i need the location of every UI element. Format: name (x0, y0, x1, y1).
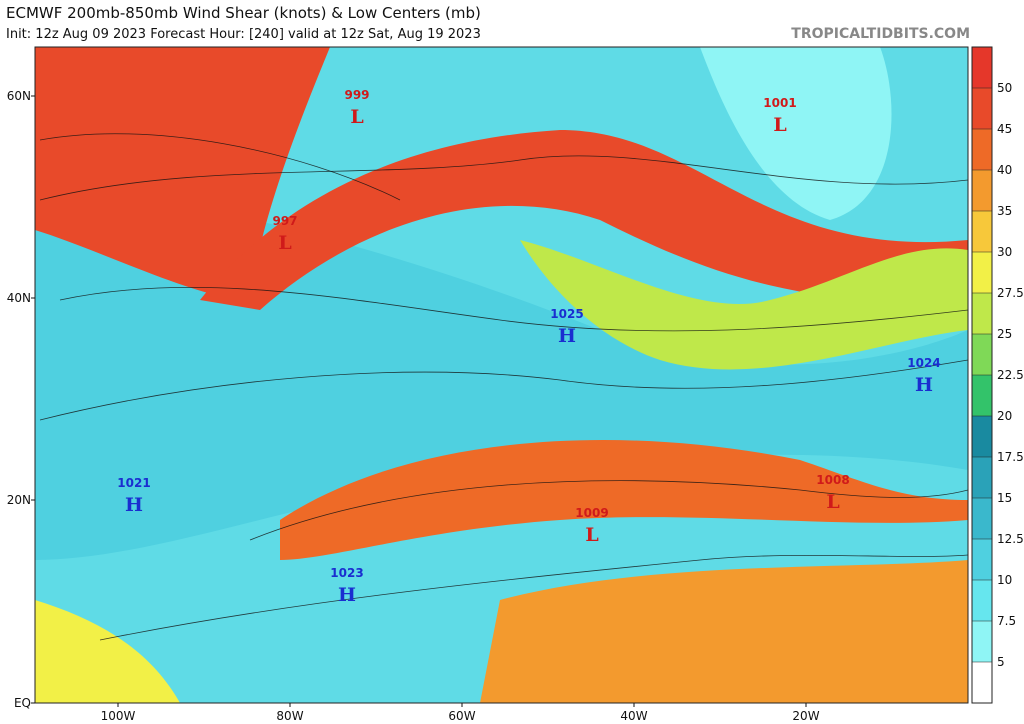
colorbar-label: 12.5 (997, 532, 1024, 546)
colorbar-label: 15 (997, 491, 1012, 505)
colorbar-swatch (972, 416, 992, 457)
colorbar-swatch (972, 457, 992, 498)
center-letter: L (826, 491, 839, 513)
center-letter: H (125, 494, 143, 516)
colorbar-label: 17.5 (997, 450, 1024, 464)
lat-label: 40N (7, 291, 31, 305)
colorbar-label: 50 (997, 81, 1012, 95)
colorbar-swatch (972, 334, 992, 375)
colorbar-label: 40 (997, 163, 1012, 177)
lon-label: 80W (276, 709, 303, 723)
center-pressure: 1023 (330, 566, 363, 580)
map (35, 47, 968, 703)
lat-label: EQ (14, 696, 31, 710)
lon-label: 60W (448, 709, 475, 723)
lon-label: 100W (101, 709, 136, 723)
colorbar-swatch (972, 47, 992, 88)
title: ECMWF 200mb-850mb Wind Shear (knots) & L… (6, 4, 481, 22)
center-pressure: 997 (272, 214, 297, 228)
colorbar-label: 10 (997, 573, 1012, 587)
center-letter: H (558, 325, 576, 347)
colorbar-label: 30 (997, 245, 1012, 259)
colorbar-label: 35 (997, 204, 1012, 218)
colorbar-swatch (972, 170, 992, 211)
center-pressure: 1021 (117, 476, 150, 490)
center-pressure: 999 (344, 88, 369, 102)
credit: TROPICALTIDBITS.COM (791, 26, 970, 42)
colorbar-label: 22.5 (997, 368, 1024, 382)
center-pressure: 1008 (816, 473, 849, 487)
colorbar-swatch (972, 129, 992, 170)
colorbar-swatch (972, 580, 992, 621)
colorbar-swatch (972, 211, 992, 252)
lon-label: 40W (620, 709, 647, 723)
colorbar-swatch (972, 498, 992, 539)
lon-label: 20W (792, 709, 819, 723)
colorbar-swatch (972, 375, 992, 416)
colorbar-label: 20 (997, 409, 1012, 423)
colorbar-swatch (972, 621, 992, 662)
center-letter: L (585, 524, 598, 546)
center-letter: H (338, 584, 356, 606)
center-letter: H (915, 374, 933, 396)
colorbar-swatch (972, 293, 992, 334)
center-pressure: 1001 (763, 96, 796, 110)
map-frame (34, 46, 969, 704)
lat-label: 20N (7, 493, 31, 507)
center-letter: L (278, 232, 291, 254)
center-letter: L (773, 114, 786, 136)
colorbar-label: 25 (997, 327, 1012, 341)
colorbar-swatch (972, 88, 992, 129)
colorbar-label: 45 (997, 122, 1012, 136)
colorbar-swatch (972, 252, 992, 293)
colorbar-label: 7.5 (997, 614, 1016, 628)
subtitle: Init: 12z Aug 09 2023 Forecast Hour: [24… (6, 27, 481, 42)
center-letter: L (350, 106, 363, 128)
colorbar-swatch (972, 662, 992, 703)
colorbar-label: 5 (997, 655, 1005, 669)
colorbar-label: 27.5 (997, 286, 1024, 300)
lat-label: 60N (7, 89, 31, 103)
colorbar-swatch (972, 539, 992, 580)
center-pressure: 1009 (575, 506, 608, 520)
center-pressure: 1024 (907, 356, 940, 370)
center-pressure: 1025 (550, 307, 583, 321)
